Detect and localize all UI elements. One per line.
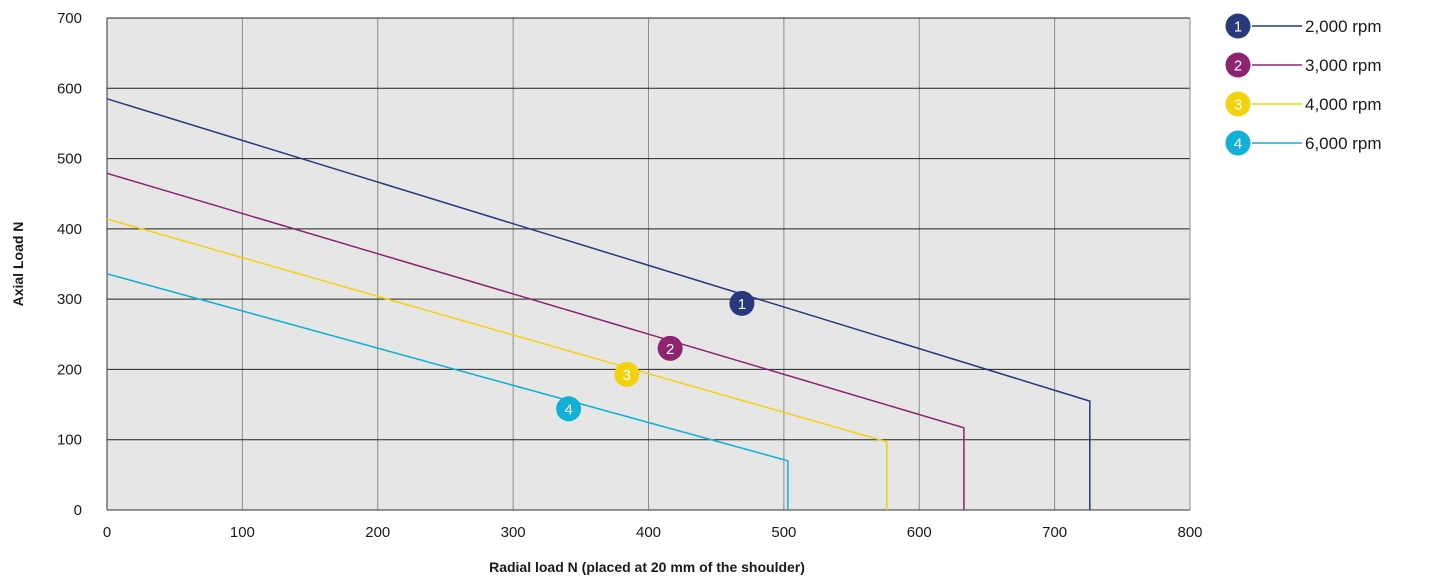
x-tick-label: 500 (771, 524, 796, 541)
y-tick-label: 200 (57, 361, 82, 378)
series-marker-2 (657, 335, 683, 361)
legend-marker-label-1: 1 (1234, 19, 1242, 36)
legend: 1 2,000 rpm 2 3,000 rpm 3 4,000 rpm 4 6,000 rpm (1225, 13, 1382, 156)
legend-label-3: 4,000 rpm (1305, 95, 1382, 114)
grid-layer (106, 17, 1191, 511)
legend-marker-label-3: 3 (1234, 97, 1242, 114)
legend-marker-2 (1225, 52, 1251, 78)
legend-marker-label-4: 4 (1234, 136, 1242, 153)
y-tick-labels: 0 100 200 300 400 500 600 700 (57, 10, 82, 519)
marker-layer: 1 2 3 4 (556, 290, 755, 422)
x-tick-label: 800 (1177, 524, 1202, 541)
series-marker-label-4: 4 (564, 401, 572, 418)
x-axis-title: Radial load N (placed at 20 mm of the sh… (489, 559, 805, 575)
series-marker-label-1: 1 (738, 296, 746, 313)
y-tick-label: 100 (57, 432, 82, 449)
legend-label-2: 3,000 rpm (1305, 56, 1382, 75)
y-tick-label: 600 (57, 80, 82, 97)
legend-marker-1 (1225, 13, 1251, 39)
legend-label-1: 2,000 rpm (1305, 17, 1382, 36)
series-marker-1 (729, 290, 755, 316)
series-line-4 (106, 273, 789, 510)
x-tick-label: 300 (501, 524, 526, 541)
series-marker-label-2: 2 (666, 341, 674, 358)
legend-marker-label-2: 2 (1234, 58, 1242, 75)
y-tick-label: 500 (57, 151, 82, 168)
x-tick-label: 700 (1042, 524, 1067, 541)
x-tick-labels: 0 100 200 300 400 500 600 700 800 (103, 524, 1203, 541)
legend-marker-3 (1225, 91, 1251, 117)
x-tick-label: 400 (636, 524, 661, 541)
y-tick-label: 400 (57, 221, 82, 238)
series-layer (106, 98, 1091, 510)
y-tick-label: 300 (57, 291, 82, 308)
y-tick-label: 700 (57, 10, 82, 27)
series-line-3 (106, 218, 888, 510)
series-marker-3 (614, 361, 640, 387)
x-tick-label: 200 (365, 524, 390, 541)
legend-label-4: 6,000 rpm (1305, 134, 1382, 153)
series-line-2 (106, 172, 965, 510)
series-marker-label-3: 3 (623, 367, 631, 384)
x-tick-label: 0 (103, 524, 111, 541)
x-tick-label: 600 (907, 524, 932, 541)
series-line-1 (106, 98, 1091, 510)
y-axis-title: Axial Load N (10, 222, 26, 307)
y-tick-label: 0 (74, 502, 82, 519)
legend-marker-4 (1225, 130, 1251, 156)
x-tick-label: 100 (230, 524, 255, 541)
series-marker-4 (556, 396, 582, 422)
